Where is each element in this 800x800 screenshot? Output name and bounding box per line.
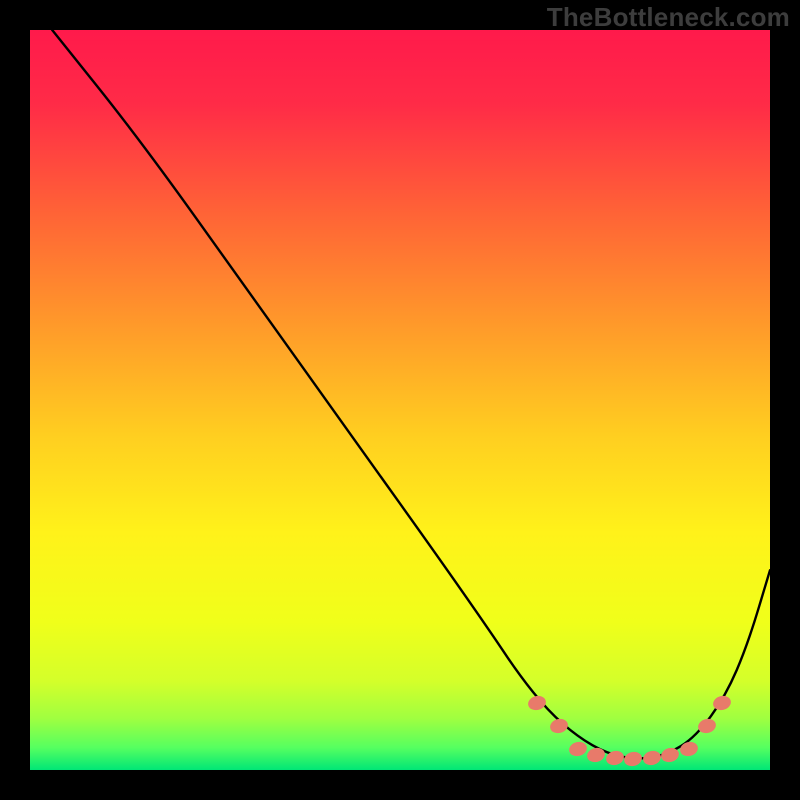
curve-marker <box>641 749 662 767</box>
watermark-text: TheBottleneck.com <box>547 2 790 33</box>
chart-stage: TheBottleneck.com <box>0 0 800 800</box>
curve-marker <box>526 694 547 712</box>
curve-marker <box>678 740 699 758</box>
curve-marker <box>623 750 644 768</box>
marker-layer <box>30 30 770 770</box>
curve-marker <box>697 717 718 735</box>
plot-area <box>30 30 770 770</box>
curve-marker <box>549 717 570 735</box>
curve-marker <box>660 746 681 764</box>
curve-marker <box>586 746 607 764</box>
curve-marker <box>604 749 625 767</box>
curve-marker <box>567 740 588 758</box>
curve-marker <box>711 694 732 712</box>
